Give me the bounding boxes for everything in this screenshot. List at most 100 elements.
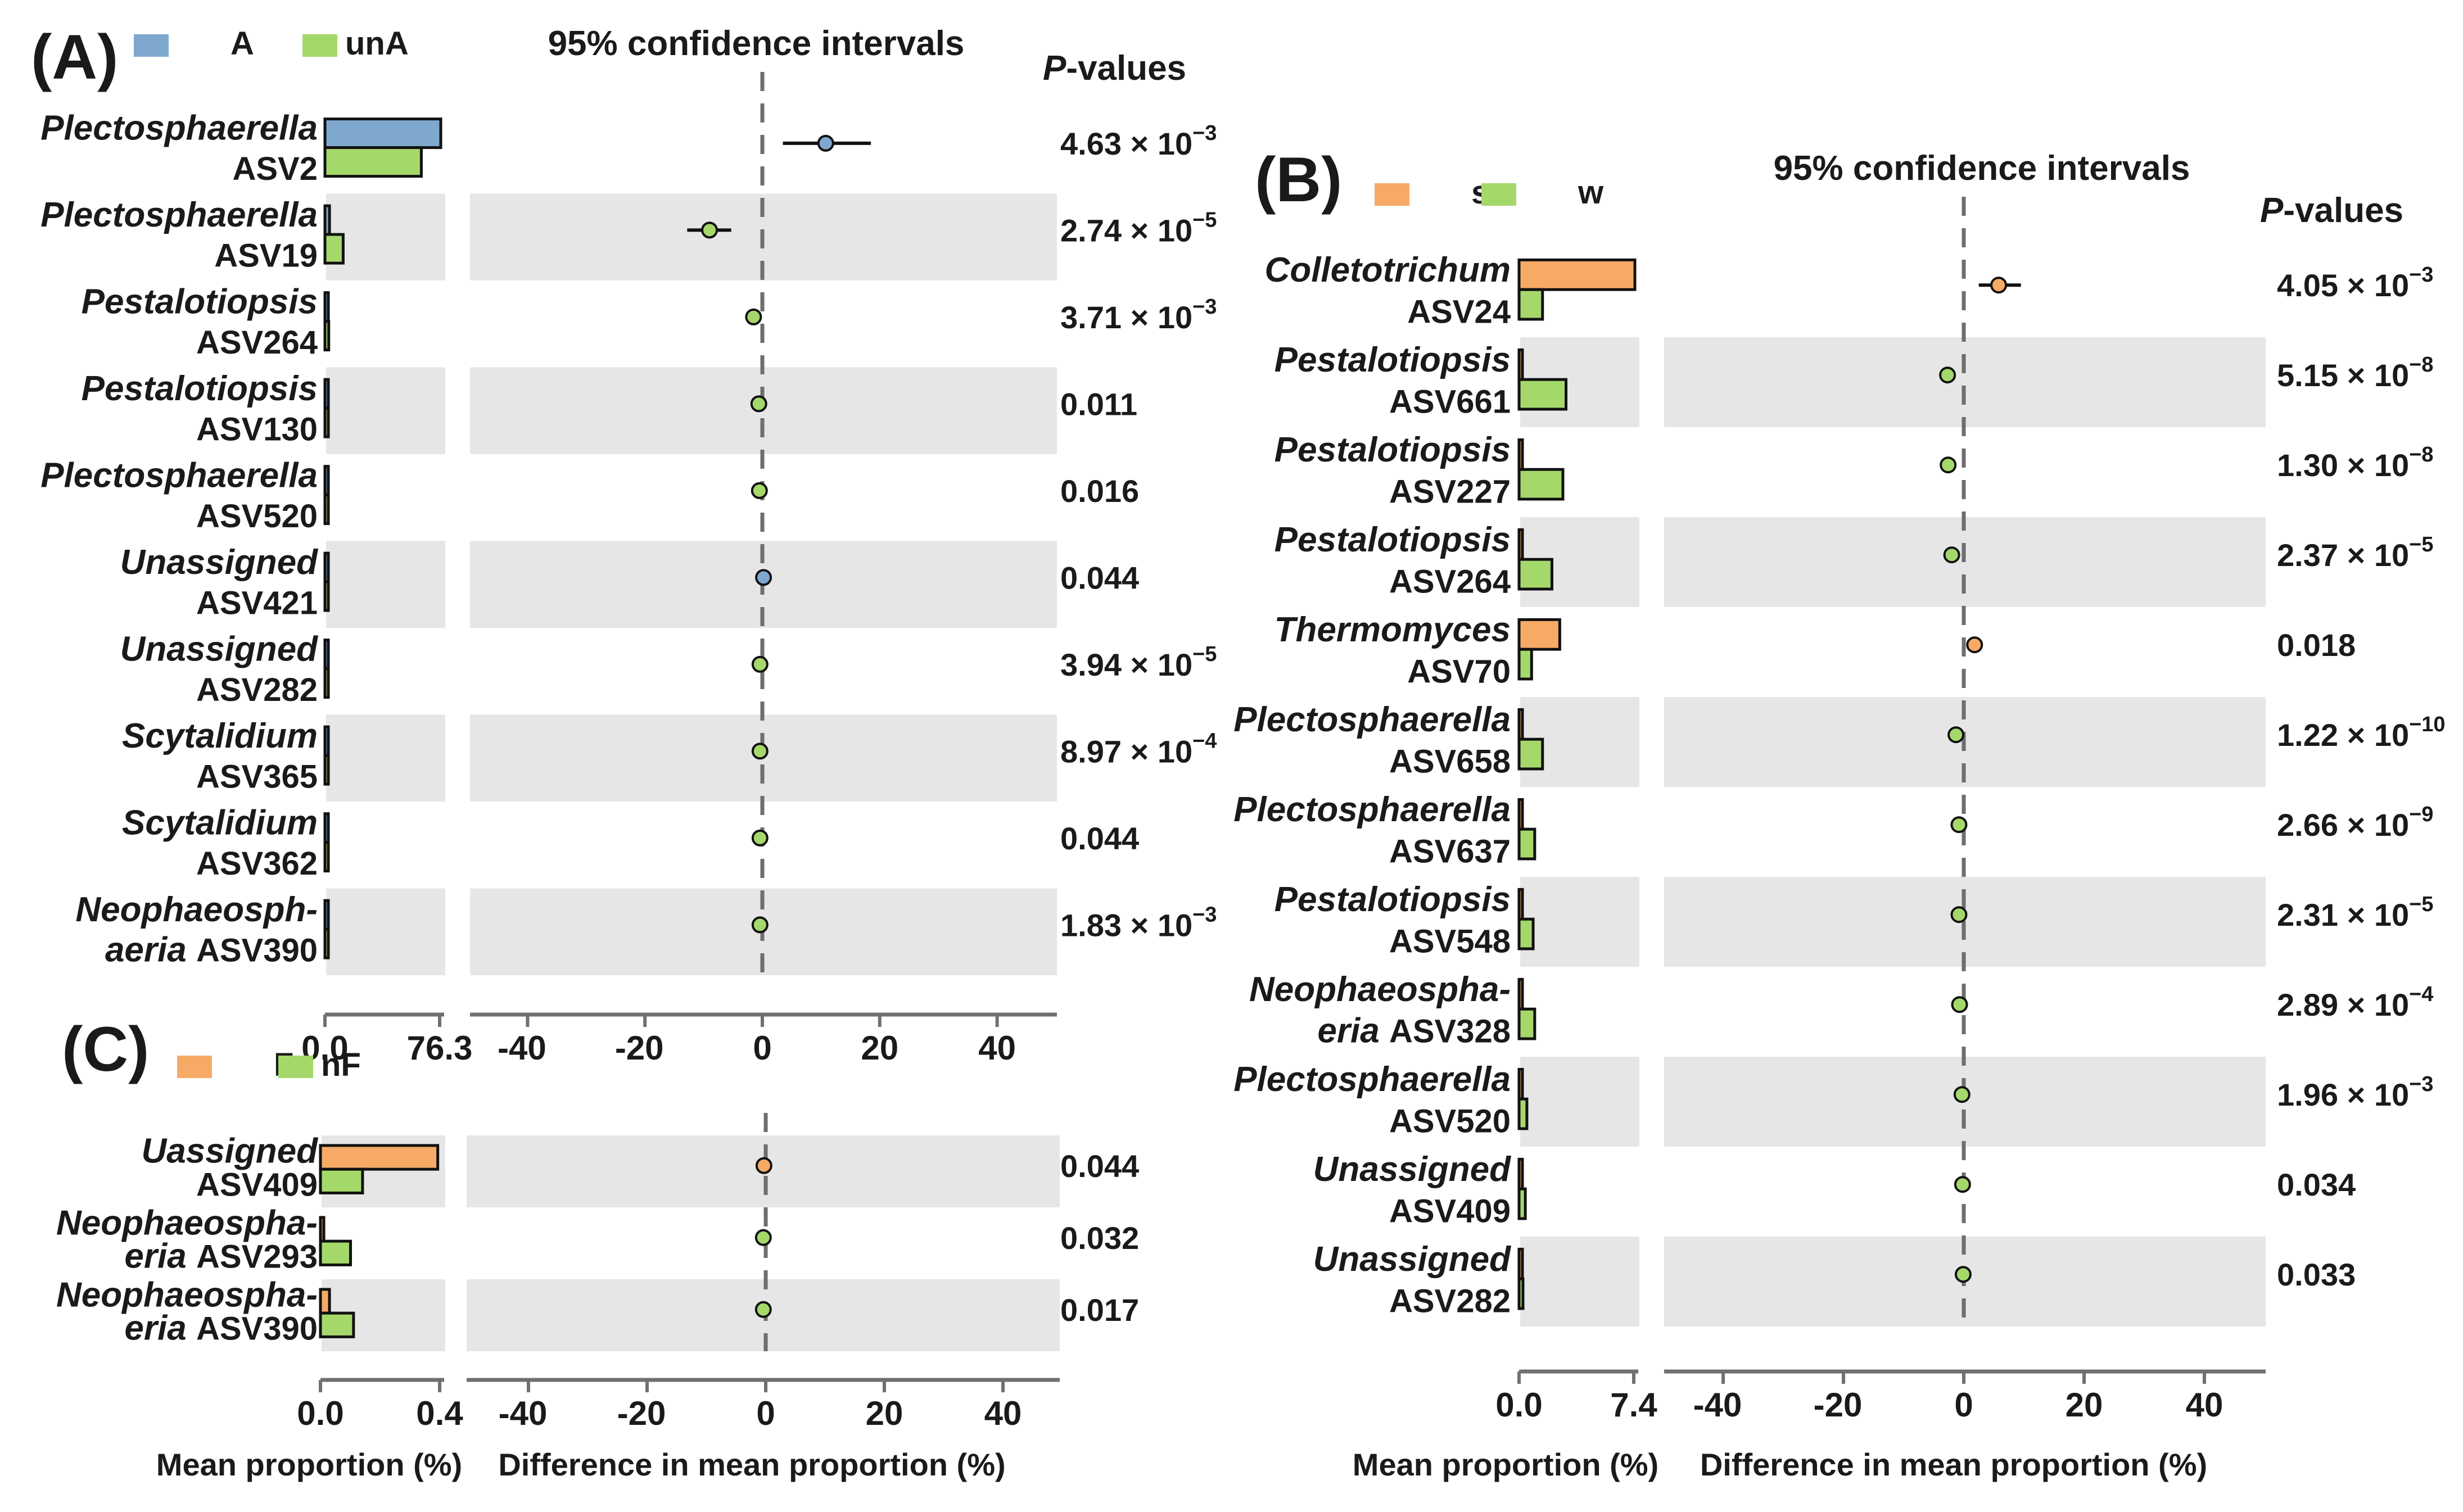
row-pvalue: 3.71 × 10−3: [1060, 295, 1217, 335]
row-asv-label: ASV409: [196, 1167, 318, 1203]
row-asv-label: ASV282: [1389, 1283, 1511, 1319]
diff-axis-tick-label: 0: [1954, 1386, 1973, 1424]
ci-point: [754, 1301, 772, 1318]
row-genus-cont: eria: [124, 1309, 196, 1348]
bar-group2: [323, 494, 330, 526]
row-pvalue-exponent: −3: [2409, 1072, 2433, 1096]
bar-group2: [323, 927, 330, 959]
row-asv-label: ASV548: [1389, 923, 1511, 959]
row-pvalue-mantissa: 1.83 × 10: [1060, 907, 1192, 943]
bar-group2: [323, 841, 330, 873]
row-asv-label: ASV70: [1407, 653, 1511, 690]
diff-axis-tick-label: -20: [1814, 1386, 1863, 1424]
ci-title: 95% confidence intervals: [1774, 149, 2190, 188]
bar-group1: [1517, 798, 1524, 831]
row-asv-id: ASV390: [196, 1311, 318, 1347]
row-pvalue: 0.034: [2277, 1167, 2356, 1202]
row-pvalue-mantissa: 0.011: [1060, 386, 1137, 422]
row-pvalue: 0.016: [1060, 473, 1139, 509]
row-asv-label: ASV282: [196, 672, 318, 708]
bar-group2: [1517, 288, 1544, 321]
row-stripe-mean: [1520, 1237, 1639, 1327]
row-genus-label: Neophaeospha-: [56, 1204, 318, 1243]
row-genus-label: Scytalidium: [122, 717, 318, 755]
bar-group1: [1517, 977, 1524, 1011]
row-genus-label: Pestalotiopsis: [1275, 520, 1511, 559]
diff-axis-tick-label: -20: [617, 1395, 666, 1432]
row-asv-label: eria ASV390: [124, 1309, 318, 1348]
bar-group1: [1517, 258, 1637, 291]
row-asv-label: ASV19: [214, 237, 318, 274]
row-genus-label: Neophaeospha-: [56, 1276, 318, 1315]
panel-label: (C): [62, 1014, 149, 1084]
row-pvalue-mantissa: 0.032: [1060, 1220, 1139, 1256]
bar-group1: [323, 725, 330, 757]
bar-group1: [1517, 348, 1524, 381]
row-pvalue-exponent: −3: [1192, 121, 1217, 145]
row-asv-label: ASV520: [1389, 1103, 1511, 1139]
row-asv-label: ASV520: [196, 498, 318, 535]
row-genus-label: Neophaeosph-: [75, 890, 318, 929]
diff-axis-tick-label: 40: [984, 1395, 1022, 1432]
row-asv-label: ASV658: [1389, 743, 1511, 780]
row-pvalue-exponent: −5: [1192, 642, 1217, 666]
row-genus-label: Pestalotiopsis: [82, 283, 318, 322]
bar-group2: [323, 580, 330, 612]
row-asv-label: ASV130: [196, 411, 318, 447]
ci-point: [1953, 1086, 1971, 1103]
row-pvalue-mantissa: 0.017: [1060, 1292, 1139, 1328]
row-pvalue-exponent: −8: [2409, 443, 2433, 467]
bar-group2: [1517, 737, 1544, 771]
mean-axis-tick-label: 7.4: [1610, 1386, 1657, 1424]
bar-group2: [1517, 1097, 1529, 1130]
row-genus-label: Plectosphaerella: [40, 456, 318, 495]
row-pvalue: 3.94 × 10−5: [1060, 642, 1217, 682]
diff-axis-tick-label: 40: [978, 1029, 1016, 1067]
row-pvalue-mantissa: 2.66 × 10: [2277, 807, 2409, 843]
row-pvalue: 2.74 × 10−5: [1060, 208, 1217, 248]
pvalue-title: P-values: [2260, 191, 2403, 230]
diff-axis-tick-label: 20: [2066, 1386, 2103, 1424]
row-pvalue-mantissa: 0.034: [2277, 1167, 2356, 1202]
bar-group1: [323, 204, 331, 236]
mean-axis-tick-label: 0.0: [297, 1395, 344, 1432]
bar-group2: [323, 233, 345, 265]
bar-group2: [1517, 468, 1565, 501]
row-stripe-mean: [326, 541, 445, 628]
row-asv-id: ASV390: [196, 932, 318, 968]
bar-group2: [319, 1239, 352, 1266]
row-genus-label: Plectosphaerella: [40, 196, 318, 234]
bar-group2: [1517, 1277, 1525, 1310]
row-pvalue-mantissa: 1.22 × 10: [2277, 717, 2409, 753]
bar-group1: [1517, 1247, 1524, 1280]
row-pvalue: 2.66 × 10−9: [2277, 803, 2433, 843]
row-pvalue: 4.05 × 10−3: [2277, 263, 2433, 303]
bar-group1: [323, 378, 330, 410]
ci-point: [751, 743, 769, 760]
diff-axis-tick-label: 0: [753, 1029, 771, 1067]
row-pvalue-mantissa: 8.97 × 10: [1060, 734, 1192, 769]
row-pvalue-mantissa: 0.044: [1060, 821, 1139, 856]
ci-point: [751, 655, 769, 673]
row-pvalue: 5.15 × 10−8: [2277, 353, 2433, 393]
mean-axis-tick-label: 0.0: [1495, 1386, 1542, 1424]
diff-axis-tick-label: -40: [499, 1395, 548, 1432]
mean-axis-title: Mean proportion (%): [156, 1447, 462, 1482]
bar-group1: [319, 1144, 440, 1171]
row-genus-label: Plectosphaerella: [1233, 700, 1511, 739]
row-pvalue: 1.22 × 10−10: [2277, 713, 2446, 753]
ci-point: [755, 1157, 772, 1174]
pvalue-title: P-values: [1043, 49, 1186, 88]
row-pvalue: 0.044: [1060, 560, 1139, 595]
diff-axis-title: Difference in mean proportion (%): [498, 1447, 1005, 1482]
ci-point: [754, 1229, 772, 1246]
legend-label: A: [231, 25, 254, 62]
ci-point: [701, 221, 718, 239]
row-stripe-mean: [326, 714, 445, 802]
row-genus-label: Uassigned: [141, 1132, 318, 1171]
bar-group1: [1517, 1157, 1524, 1190]
bar-group2: [319, 1167, 364, 1194]
panel-b: (B) s w95% confidence intervalsP-valuesCol…: [1233, 144, 2445, 1482]
row-genus-cont: aeria: [105, 930, 196, 969]
